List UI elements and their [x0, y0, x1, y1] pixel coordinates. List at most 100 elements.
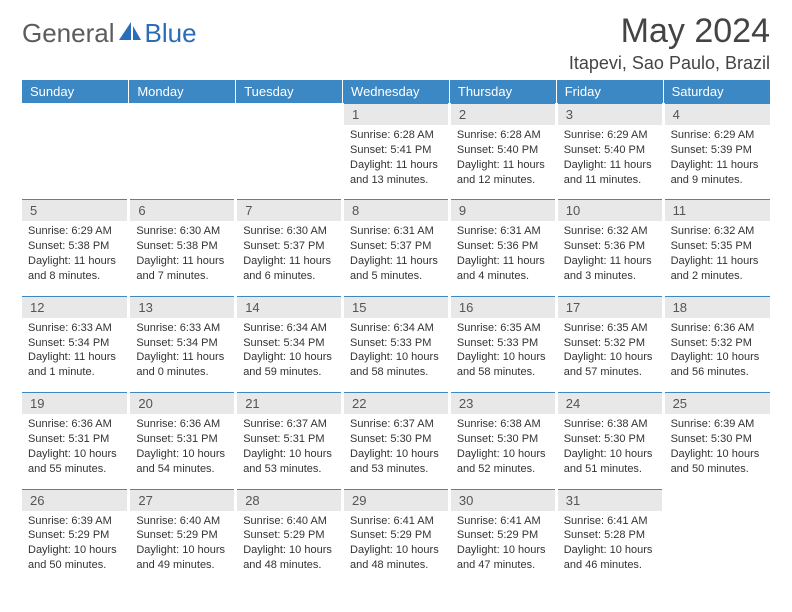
- sunset-line: Sunset: 5:41 PM: [350, 143, 442, 158]
- sunset-value: 5:36 PM: [604, 240, 645, 252]
- sunset-value: 5:31 PM: [177, 433, 218, 445]
- daylight-label: Daylight:: [564, 255, 610, 267]
- daylight-line: Daylight: 11 hours and 6 minutes.: [243, 254, 335, 284]
- sunset-line: Sunset: 5:34 PM: [243, 336, 335, 351]
- day-detail: Sunrise: 6:35 AMSunset: 5:32 PMDaylight:…: [558, 318, 662, 380]
- sunset-line: Sunset: 5:37 PM: [350, 239, 442, 254]
- sunset-line: Sunset: 5:29 PM: [28, 528, 121, 543]
- sunset-value: 5:40 PM: [604, 144, 645, 156]
- sunrise-value: 6:29 AM: [714, 129, 754, 141]
- logo-text-blue: Blue: [145, 18, 197, 49]
- sunrise-label: Sunrise:: [457, 515, 500, 527]
- daylight-label: Daylight:: [350, 255, 396, 267]
- calendar-cell: 19Sunrise: 6:36 AMSunset: 5:31 PMDayligh…: [22, 386, 129, 482]
- sunset-line: Sunset: 5:29 PM: [136, 528, 228, 543]
- daylight-label: Daylight:: [243, 448, 289, 460]
- sunrise-value: 6:37 AM: [393, 418, 433, 430]
- calendar-cell: 26Sunrise: 6:39 AMSunset: 5:29 PMDayligh…: [22, 483, 129, 579]
- sunrise-line: Sunrise: 6:35 AM: [457, 321, 549, 336]
- sunrise-line: Sunrise: 6:34 AM: [350, 321, 442, 336]
- calendar-cell: 2Sunrise: 6:28 AMSunset: 5:40 PMDaylight…: [449, 103, 556, 193]
- sunrise-value: 6:40 AM: [180, 515, 220, 527]
- day-detail: Sunrise: 6:30 AMSunset: 5:37 PMDaylight:…: [237, 221, 341, 283]
- sunset-label: Sunset:: [564, 240, 604, 252]
- sunrise-line: Sunrise: 6:36 AM: [136, 417, 228, 432]
- calendar-cell: 9Sunrise: 6:31 AMSunset: 5:36 PMDaylight…: [449, 193, 556, 289]
- daylight-line: Daylight: 11 hours and 13 minutes.: [350, 158, 442, 188]
- calendar-row: 19Sunrise: 6:36 AMSunset: 5:31 PMDayligh…: [22, 386, 770, 482]
- daylight-line: Daylight: 11 hours and 7 minutes.: [136, 254, 228, 284]
- day-detail: Sunrise: 6:32 AMSunset: 5:35 PMDaylight:…: [665, 221, 770, 283]
- sunrise-label: Sunrise:: [564, 418, 607, 430]
- sunrise-value: 6:33 AM: [180, 322, 220, 334]
- daylight-line: Daylight: 10 hours and 54 minutes.: [136, 447, 228, 477]
- daylight-label: Daylight:: [136, 448, 182, 460]
- day-detail: Sunrise: 6:34 AMSunset: 5:33 PMDaylight:…: [344, 318, 448, 380]
- sunrise-label: Sunrise:: [136, 225, 179, 237]
- sunset-line: Sunset: 5:31 PM: [136, 432, 228, 447]
- sunrise-label: Sunrise:: [564, 129, 607, 141]
- sunset-value: 5:31 PM: [68, 433, 109, 445]
- day-detail: Sunrise: 6:38 AMSunset: 5:30 PMDaylight:…: [451, 414, 555, 476]
- calendar-row: 5Sunrise: 6:29 AMSunset: 5:38 PMDaylight…: [22, 193, 770, 289]
- sunset-label: Sunset:: [136, 529, 176, 541]
- sunrise-line: Sunrise: 6:38 AM: [457, 417, 549, 432]
- daylight-label: Daylight:: [136, 255, 182, 267]
- daylight-label: Daylight:: [564, 544, 610, 556]
- calendar-cell: 24Sunrise: 6:38 AMSunset: 5:30 PMDayligh…: [556, 386, 663, 482]
- daylight-line: Daylight: 10 hours and 48 minutes.: [350, 543, 442, 573]
- sunset-value: 5:34 PM: [177, 337, 218, 349]
- day-number: 8: [344, 199, 448, 221]
- sunset-value: 5:38 PM: [68, 240, 109, 252]
- calendar-cell: 11Sunrise: 6:32 AMSunset: 5:35 PMDayligh…: [663, 193, 770, 289]
- weekday-header: Saturday: [663, 80, 770, 103]
- daylight-label: Daylight:: [457, 544, 503, 556]
- sunrise-line: Sunrise: 6:37 AM: [350, 417, 442, 432]
- sunset-value: 5:29 PM: [497, 529, 538, 541]
- day-detail: Sunrise: 6:41 AMSunset: 5:29 PMDaylight:…: [344, 511, 448, 573]
- sunrise-value: 6:32 AM: [607, 225, 647, 237]
- day-number: 27: [130, 489, 234, 511]
- logo-text-general: General: [22, 18, 115, 49]
- day-number: 7: [237, 199, 341, 221]
- daylight-label: Daylight:: [350, 544, 396, 556]
- sunset-line: Sunset: 5:29 PM: [350, 528, 442, 543]
- sunrise-value: 6:29 AM: [607, 129, 647, 141]
- day-number: 16: [451, 296, 555, 318]
- sunset-label: Sunset:: [136, 433, 176, 445]
- calendar-cell: 14Sunrise: 6:34 AMSunset: 5:34 PMDayligh…: [236, 290, 343, 386]
- day-number: 29: [344, 489, 448, 511]
- day-number: 22: [344, 392, 448, 414]
- day-number: 20: [130, 392, 234, 414]
- calendar-cell: 28Sunrise: 6:40 AMSunset: 5:29 PMDayligh…: [236, 483, 343, 579]
- sunrise-value: 6:41 AM: [393, 515, 433, 527]
- calendar-cell: 3Sunrise: 6:29 AMSunset: 5:40 PMDaylight…: [556, 103, 663, 193]
- day-detail: Sunrise: 6:30 AMSunset: 5:38 PMDaylight:…: [130, 221, 234, 283]
- daylight-line: Daylight: 10 hours and 46 minutes.: [564, 543, 656, 573]
- sunset-label: Sunset:: [28, 337, 68, 349]
- sunrise-label: Sunrise:: [564, 322, 607, 334]
- month-title: May 2024: [569, 12, 770, 51]
- logo: General Blue: [22, 18, 197, 49]
- sunset-label: Sunset:: [136, 240, 176, 252]
- sunrise-line: Sunrise: 6:28 AM: [457, 128, 549, 143]
- sunrise-value: 6:30 AM: [287, 225, 327, 237]
- sunrise-label: Sunrise:: [243, 515, 286, 527]
- sunset-value: 5:32 PM: [604, 337, 645, 349]
- sunset-label: Sunset:: [28, 433, 68, 445]
- daylight-label: Daylight:: [28, 448, 74, 460]
- sunset-label: Sunset:: [564, 337, 604, 349]
- daylight-label: Daylight:: [350, 448, 396, 460]
- sunset-label: Sunset:: [671, 433, 711, 445]
- daylight-label: Daylight:: [457, 255, 503, 267]
- sunset-label: Sunset:: [28, 240, 68, 252]
- weekday-header: Tuesday: [236, 80, 343, 103]
- sunset-label: Sunset:: [457, 337, 497, 349]
- sunrise-value: 6:37 AM: [287, 418, 327, 430]
- sunrise-line: Sunrise: 6:39 AM: [671, 417, 764, 432]
- sunset-label: Sunset:: [457, 240, 497, 252]
- calendar-cell: 13Sunrise: 6:33 AMSunset: 5:34 PMDayligh…: [129, 290, 236, 386]
- calendar-cell: 12Sunrise: 6:33 AMSunset: 5:34 PMDayligh…: [22, 290, 129, 386]
- sunrise-label: Sunrise:: [243, 225, 286, 237]
- sunset-line: Sunset: 5:30 PM: [564, 432, 656, 447]
